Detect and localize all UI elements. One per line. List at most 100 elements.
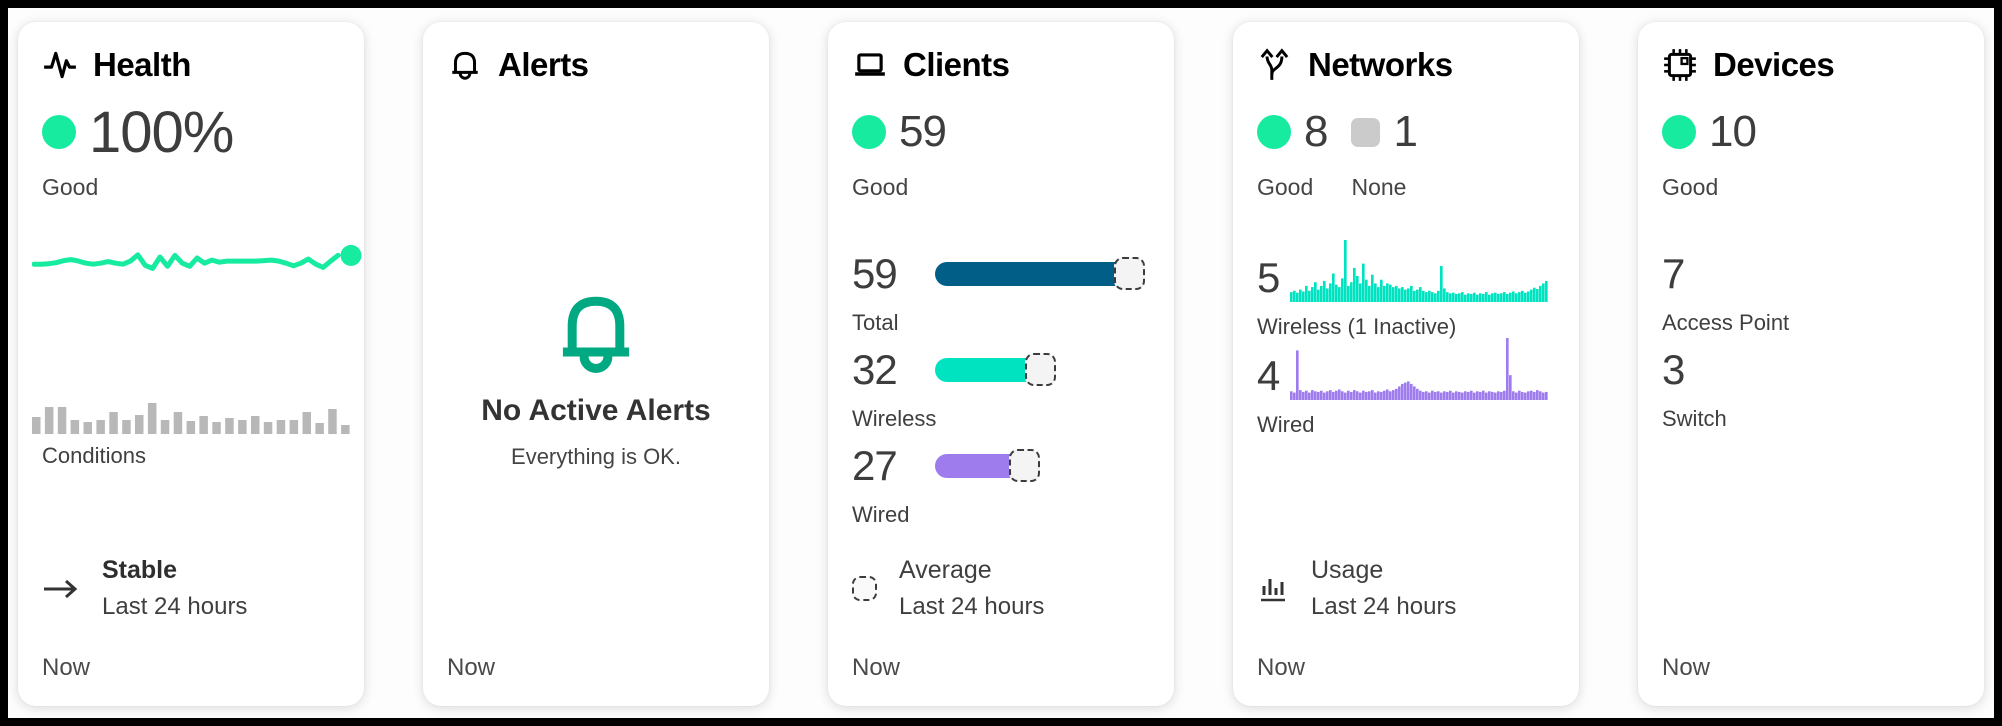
alerts-card[interactable]: Alerts No Active Alerts Everything is OK… bbox=[423, 22, 769, 706]
wired-usage-chart bbox=[1290, 338, 1548, 400]
clients-wireless-label: Wireless bbox=[852, 406, 937, 431]
clients-card[interactable]: Clients 59 Good 59 Total bbox=[828, 22, 1174, 706]
networks-now-label: Now bbox=[1257, 654, 1306, 681]
alerts-now-label: Now bbox=[447, 654, 496, 681]
arrow-right-icon bbox=[44, 579, 78, 598]
average-marker bbox=[1009, 449, 1040, 482]
clients-good-label: Good bbox=[852, 174, 909, 200]
networks-wireless-value: 5 bbox=[1257, 254, 1280, 301]
clients-card-title: Clients bbox=[903, 46, 1010, 83]
good-status-dot bbox=[1257, 115, 1291, 149]
clients-wireless-value: 32 bbox=[852, 346, 898, 393]
alerts-card-title: Alerts bbox=[498, 46, 589, 83]
health-card-title: Health bbox=[93, 46, 191, 83]
networks-status: 8 Good 1 None bbox=[1257, 106, 1418, 201]
networks-legend-footer: Usage Last 24 hours bbox=[1257, 556, 1456, 621]
networks-status-good: 8 Good bbox=[1257, 106, 1329, 201]
clients-total-value: 59 bbox=[852, 250, 898, 297]
average-marker-icon bbox=[852, 576, 877, 601]
clients-total-label: Total bbox=[852, 310, 899, 335]
devices-now-label: Now bbox=[1662, 654, 1711, 681]
devices-ap-label: Access Point bbox=[1662, 310, 1790, 335]
networks-good-label: Good bbox=[1257, 174, 1314, 200]
networks-card[interactable]: Networks 8 Good 1 None 5 bbox=[1233, 22, 1579, 706]
networks-card-title: Networks bbox=[1308, 46, 1453, 83]
none-status-square bbox=[1351, 117, 1381, 147]
networks-wired-value: 4 bbox=[1257, 352, 1280, 399]
bell-icon bbox=[452, 51, 478, 80]
clients-wired-value: 27 bbox=[852, 442, 898, 489]
clients-good-count: 59 bbox=[899, 107, 947, 156]
health-now-label: Now bbox=[42, 654, 91, 681]
clients-card-header: Clients bbox=[852, 46, 1154, 84]
health-trend-title: Stable bbox=[102, 556, 178, 584]
clients-wireless-bar bbox=[935, 351, 1154, 389]
networks-wired-chart-group: 4 Wired bbox=[1257, 338, 1559, 438]
alerts-card-header: Alerts bbox=[447, 46, 749, 84]
good-status-dot bbox=[1662, 115, 1696, 149]
total-bar-fill bbox=[935, 262, 1130, 286]
devices-switch-label: Switch bbox=[1662, 406, 1727, 431]
health-card[interactable]: Health 100% Good Conditions Stable Last … bbox=[18, 22, 364, 706]
alerts-empty-subtitle: Everything is OK. bbox=[511, 444, 681, 469]
networks-legend-subtitle: Last 24 hours bbox=[1311, 593, 1457, 620]
networks-status-none: 1 None bbox=[1351, 106, 1418, 201]
clients-now-label: Now bbox=[852, 654, 901, 681]
networks-wireless-chart-group: 5 Wireless (1 Inactive) bbox=[1257, 240, 1559, 340]
clients-wireless-stat: 32 Wireless bbox=[852, 346, 1154, 432]
networks-legend-title: Usage bbox=[1311, 556, 1384, 584]
good-status-dot bbox=[42, 115, 76, 149]
networks-wireless-label: Wireless (1 Inactive) bbox=[1257, 314, 1457, 339]
health-card-header: Health bbox=[42, 46, 344, 84]
devices-status-good: 10 Good bbox=[1662, 106, 1757, 201]
networks-good-count: 8 bbox=[1304, 107, 1329, 156]
health-score-label: Good bbox=[42, 174, 99, 200]
health-trend-sparkline bbox=[32, 244, 362, 271]
networks-card-header: Networks bbox=[1257, 46, 1559, 84]
wireless-bar-fill bbox=[935, 358, 1041, 382]
alerts-empty-state: No Active Alerts Everything is OK. bbox=[423, 286, 769, 470]
clients-wired-bar bbox=[935, 447, 1154, 485]
networks-none-count: 1 bbox=[1393, 107, 1418, 156]
clients-status-good: 59 Good bbox=[852, 106, 947, 201]
branch-icon bbox=[1260, 48, 1289, 80]
devices-switch-value: 3 bbox=[1662, 346, 1685, 393]
usage-chart-icon bbox=[1261, 578, 1285, 601]
devices-card-header: Devices bbox=[1662, 46, 1964, 84]
health-status-good: 100% Good bbox=[42, 100, 234, 201]
dashboard-board: Health 100% Good Conditions Stable Last … bbox=[8, 8, 1994, 718]
alerts-empty-title: No Active Alerts bbox=[481, 394, 711, 427]
pulse-icon bbox=[44, 51, 76, 79]
good-status-dot bbox=[852, 115, 886, 149]
health-trend-footer: Stable Last 24 hours bbox=[42, 556, 247, 621]
clients-legend-title: Average bbox=[899, 556, 992, 584]
clients-total-bar bbox=[935, 255, 1154, 293]
devices-ap-value: 7 bbox=[1662, 250, 1685, 297]
wireless-usage-chart bbox=[1290, 240, 1548, 302]
devices-good-count: 10 bbox=[1709, 107, 1757, 156]
networks-none-label: None bbox=[1351, 174, 1407, 200]
clients-legend-subtitle: Last 24 hours bbox=[899, 593, 1045, 620]
clients-legend-footer: Average Last 24 hours bbox=[852, 556, 1044, 621]
devices-good-label: Good bbox=[1662, 174, 1719, 200]
average-marker bbox=[1114, 257, 1145, 290]
chip-icon bbox=[1664, 49, 1696, 81]
conditions-label: Conditions bbox=[42, 443, 146, 468]
devices-switch-stat: 3 Switch bbox=[1662, 346, 1964, 432]
bell-large-icon bbox=[562, 296, 630, 373]
clients-total-stat: 59 Total bbox=[852, 250, 1154, 336]
health-score-value: 100% bbox=[89, 99, 234, 165]
health-status: 100% Good bbox=[42, 100, 234, 201]
health-trend-subtitle: Last 24 hours bbox=[102, 593, 248, 620]
conditions-bar-chart bbox=[32, 403, 350, 434]
clients-wired-label: Wired bbox=[852, 502, 910, 527]
devices-card-title: Devices bbox=[1713, 46, 1835, 83]
networks-wired-label: Wired bbox=[1257, 412, 1315, 437]
devices-card[interactable]: Devices 10 Good 7 Access Point 3 Switch … bbox=[1638, 22, 1984, 706]
devices-ap-stat: 7 Access Point bbox=[1662, 250, 1964, 336]
laptop-icon bbox=[855, 53, 885, 76]
clients-wired-stat: 27 Wired bbox=[852, 442, 1154, 528]
clients-status: 59 Good bbox=[852, 106, 947, 201]
devices-status: 10 Good bbox=[1662, 106, 1757, 201]
average-marker bbox=[1025, 353, 1056, 386]
